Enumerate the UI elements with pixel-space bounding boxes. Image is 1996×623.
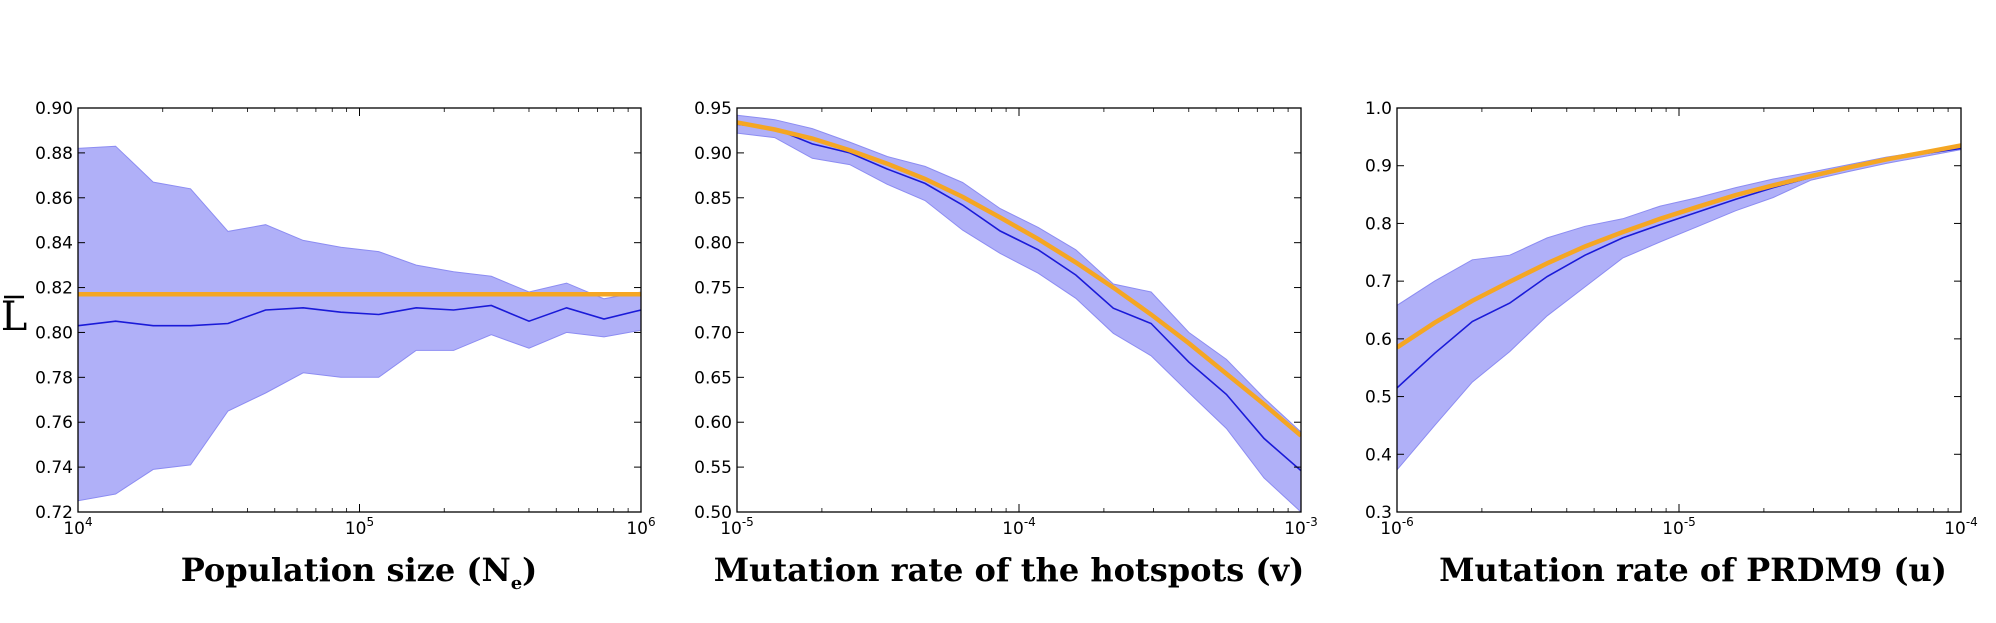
y-tick-label: 1.0 xyxy=(1365,99,1392,119)
theory-line xyxy=(1397,143,1961,350)
y-tick-label: 0.84 xyxy=(35,234,73,254)
x-tick-label: 10-6 xyxy=(1380,515,1414,539)
plot-area xyxy=(1397,143,1961,471)
x-tick-label: 10-4 xyxy=(1944,515,1978,539)
confidence-band xyxy=(78,145,641,502)
y-tick-label: 0.88 xyxy=(35,144,73,164)
y-tick-label: 0.85 xyxy=(694,189,732,209)
x-tick-label: 10-4 xyxy=(1002,515,1036,539)
y-tick-label: 0.7 xyxy=(1365,272,1392,292)
plot-area xyxy=(78,145,641,502)
y-tick-label: 0.76 xyxy=(35,413,73,433)
x-tick-label: 105 xyxy=(345,515,374,539)
y-tick-label: 0.80 xyxy=(35,323,73,343)
confidence-band xyxy=(737,114,1301,512)
chart-panel-3: 0.3 0.4 0.5 0.6 0.7 0.8 0.9 1.0 10-6 10-5 10-4 Muta… xyxy=(1365,99,1978,589)
x-axis-label: Population size (Ne) xyxy=(181,551,538,594)
mean-line xyxy=(737,123,1301,472)
y-axis-label: L xyxy=(1,294,28,340)
y-tick-label: 0.86 xyxy=(35,189,73,209)
y-tick-label: 0.78 xyxy=(35,368,73,388)
x-tick-label: 106 xyxy=(626,515,655,539)
y-tick-label: 0.82 xyxy=(35,279,73,299)
y-tick-label: 0.65 xyxy=(694,368,732,388)
y-tick-label: 0.74 xyxy=(35,458,73,478)
y-tick-label: 0.95 xyxy=(694,99,732,119)
y-tick-label: 0.8 xyxy=(1365,214,1392,234)
x-tick-label: 10-3 xyxy=(1284,515,1318,539)
axes-frame xyxy=(736,107,1302,513)
y-tick-label: 0.6 xyxy=(1365,330,1392,350)
x-tick-label: 10-5 xyxy=(720,515,754,539)
y-tick-label: 0.60 xyxy=(694,413,732,433)
confidence-band xyxy=(1397,144,1961,471)
chart-panel-1: 0.72 0.74 0.76 0.78 0.80 0.82 0.84 0.86 0.88 0.90… xyxy=(1,99,656,594)
x-axis-label: Mutation rate of PRDM9 (u) xyxy=(1439,551,1947,589)
chart-panel-2: 0.50 0.55 0.60 0.65 0.70 0.75 0.80 0.85 0.90 0.95… xyxy=(694,99,1318,589)
x-axis-label: Mutation rate of the hotspots (v) xyxy=(714,551,1305,589)
y-tick-label: 0.90 xyxy=(35,99,73,119)
y-tick-label: 0.75 xyxy=(694,279,732,299)
y-tick-label: 0.5 xyxy=(1365,388,1392,408)
mean-line xyxy=(78,304,641,327)
y-tick-label: 0.50 xyxy=(694,503,732,523)
plot-area xyxy=(737,114,1301,512)
y-tick-label: 0.70 xyxy=(694,323,732,343)
y-tick-label: 0.9 xyxy=(1365,157,1392,177)
x-tick-label: 104 xyxy=(63,515,92,539)
theory-line xyxy=(737,120,1301,438)
y-tick-label: 0.80 xyxy=(694,234,732,254)
y-tick-label: 0.3 xyxy=(1365,503,1392,523)
y-tick-label: 0.90 xyxy=(694,144,732,164)
y-tick-label: 0.4 xyxy=(1365,445,1392,465)
x-tick-label: 10-5 xyxy=(1662,515,1696,539)
y-tick-label: 0.55 xyxy=(694,458,732,478)
y-tick-label: 0.72 xyxy=(35,503,73,523)
